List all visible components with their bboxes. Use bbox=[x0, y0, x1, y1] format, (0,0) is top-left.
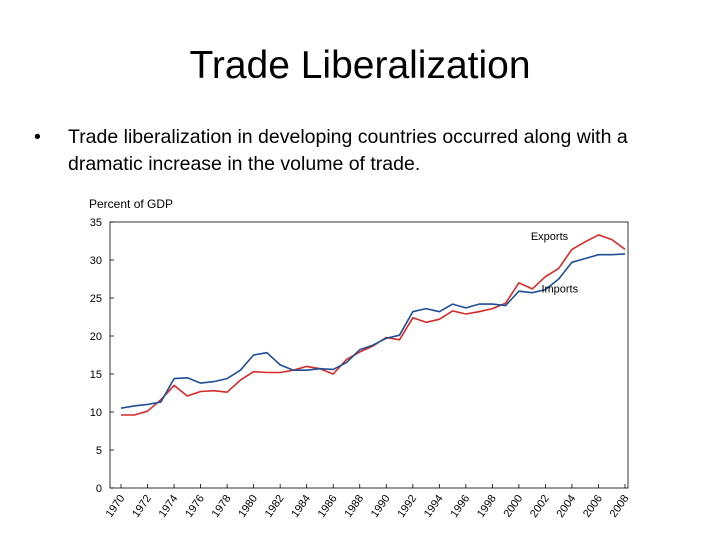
slide-title: Trade Liberalization bbox=[189, 44, 531, 87]
y-tick-label: 20 bbox=[90, 331, 102, 343]
x-tick-label: 1970 bbox=[104, 493, 128, 520]
y-tick-label: 30 bbox=[90, 255, 102, 267]
series-labels: Exports Imports bbox=[531, 231, 579, 295]
x-tick-label: 1978 bbox=[210, 493, 234, 520]
x-tick-label: 1972 bbox=[130, 493, 154, 520]
series-label-exports: Exports bbox=[531, 231, 569, 243]
x-tick-label: 2000 bbox=[501, 493, 525, 520]
x-tick-label: 1988 bbox=[342, 493, 366, 520]
y-tick-label: 5 bbox=[96, 445, 102, 457]
y-tick-label: 15 bbox=[90, 369, 102, 381]
x-tick-label: 2006 bbox=[581, 493, 605, 520]
x-tick-label: 1974 bbox=[157, 493, 181, 520]
x-tick-label: 1986 bbox=[316, 493, 340, 520]
series-line-exports bbox=[121, 234, 626, 416]
x-tick-label: 1994 bbox=[422, 493, 446, 520]
x-tick-label: 2002 bbox=[528, 493, 552, 520]
y-tick-label: 35 bbox=[90, 217, 102, 229]
x-tick-label: 1982 bbox=[263, 493, 287, 520]
bullet-item: • Trade liberalization in developing cou… bbox=[34, 124, 674, 178]
x-tick-label: 1976 bbox=[183, 493, 207, 520]
x-tick-label: 1984 bbox=[289, 493, 313, 520]
y-tick-label: 25 bbox=[90, 293, 102, 305]
series-line-imports bbox=[120, 253, 626, 409]
plot-frame bbox=[109, 221, 629, 489]
y-axis-ticks: 0 5 10 15 20 25 30 35 bbox=[90, 217, 114, 495]
series-label-imports: Imports bbox=[541, 284, 578, 296]
x-tick-label: 2008 bbox=[608, 493, 632, 520]
y-tick-label: 0 bbox=[96, 483, 102, 495]
series-layer bbox=[120, 234, 626, 416]
x-tick-label: 1998 bbox=[475, 493, 499, 520]
x-tick-label: 1990 bbox=[369, 493, 393, 520]
y-axis-label: Percent of GDP bbox=[89, 197, 173, 211]
x-tick-label: 2004 bbox=[555, 493, 579, 520]
x-tick-label: 1992 bbox=[395, 493, 419, 520]
x-tick-label: 1980 bbox=[236, 493, 260, 520]
x-axis-ticks: 1970 1972 1974 1976 1978 1980 1982 1984 1986 1988… bbox=[104, 484, 632, 520]
bullet-text: Trade liberalization in developing count… bbox=[68, 126, 628, 175]
y-tick-label: 10 bbox=[90, 407, 102, 419]
x-tick-label: 1996 bbox=[448, 493, 472, 520]
bullet-marker: • bbox=[34, 126, 41, 148]
